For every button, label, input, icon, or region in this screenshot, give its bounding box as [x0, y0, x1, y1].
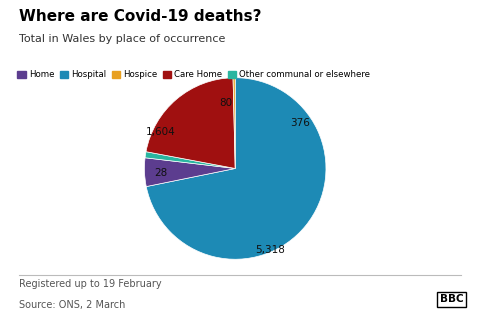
Legend: Home, Hospital, Hospice, Care Home, Other communal or elsewhere: Home, Hospital, Hospice, Care Home, Othe…: [14, 67, 373, 83]
Text: BBC: BBC: [440, 294, 463, 304]
Text: Where are Covid-19 deaths?: Where are Covid-19 deaths?: [19, 9, 262, 24]
Wedge shape: [233, 78, 235, 168]
Text: Registered up to 19 February: Registered up to 19 February: [19, 279, 162, 289]
Text: 28: 28: [154, 168, 168, 178]
Wedge shape: [146, 78, 235, 168]
Text: Source: ONS, 2 March: Source: ONS, 2 March: [19, 300, 126, 310]
Wedge shape: [144, 158, 235, 187]
Text: 80: 80: [219, 98, 233, 108]
Text: Total in Wales by place of occurrence: Total in Wales by place of occurrence: [19, 34, 226, 44]
Text: 376: 376: [290, 118, 311, 128]
Wedge shape: [146, 78, 326, 259]
Text: 5,318: 5,318: [255, 245, 285, 255]
Wedge shape: [145, 152, 235, 168]
Text: 1,604: 1,604: [146, 127, 176, 137]
